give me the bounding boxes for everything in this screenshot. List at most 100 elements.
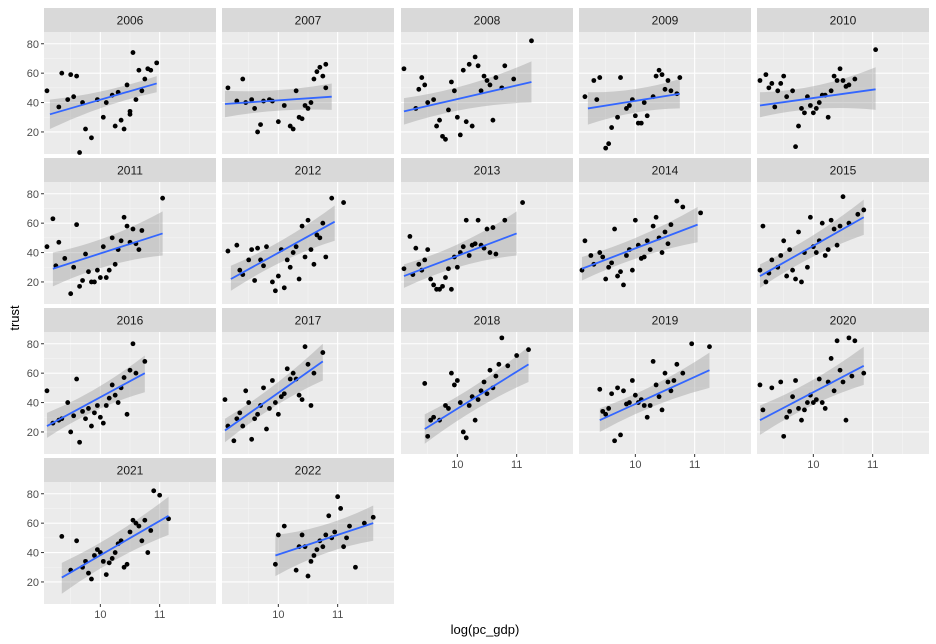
- data-point: [609, 391, 615, 397]
- data-point: [641, 254, 647, 260]
- facet-strip-label: 2017: [295, 314, 322, 328]
- data-point: [493, 251, 499, 257]
- data-point: [320, 350, 326, 355]
- data-point: [77, 283, 82, 289]
- data-point: [94, 267, 100, 273]
- data-point: [496, 361, 502, 367]
- data-point: [416, 86, 422, 92]
- data-point: [83, 126, 88, 132]
- data-point: [490, 225, 496, 230]
- data-point: [490, 117, 496, 123]
- data-point: [526, 347, 531, 353]
- data-point: [299, 397, 305, 403]
- data-point: [124, 223, 130, 229]
- data-point: [431, 414, 437, 420]
- data-point: [314, 547, 320, 553]
- data-point: [807, 214, 813, 220]
- data-point: [308, 247, 314, 253]
- data-point: [813, 250, 819, 255]
- data-point: [629, 378, 635, 383]
- regression-line: [403, 81, 532, 113]
- data-point: [225, 85, 231, 91]
- data-point: [109, 382, 115, 388]
- data-point: [475, 217, 481, 223]
- data-point: [650, 358, 656, 364]
- data-point: [305, 106, 311, 111]
- data-point: [484, 226, 490, 232]
- data-point: [825, 247, 831, 253]
- y-tick-label: 40: [27, 248, 39, 260]
- data-point: [627, 400, 632, 405]
- data-point: [641, 403, 647, 408]
- data-point: [86, 406, 91, 411]
- data-point: [127, 108, 133, 114]
- data-point: [401, 266, 407, 272]
- data-point: [317, 235, 323, 241]
- data-point: [264, 426, 269, 432]
- facet-panel-2019: 2019 10 11: [579, 308, 751, 471]
- data-point: [425, 247, 431, 253]
- data-point: [419, 75, 425, 80]
- x-tick-label: 10: [629, 459, 641, 471]
- data-point: [326, 513, 332, 519]
- data-point: [446, 266, 451, 272]
- data-point: [308, 558, 314, 564]
- data-point: [320, 220, 326, 226]
- data-point: [698, 210, 703, 216]
- data-point: [77, 150, 82, 155]
- data-point: [597, 250, 603, 255]
- data-point: [514, 353, 520, 358]
- data-point: [846, 335, 852, 341]
- data-point: [83, 251, 88, 257]
- data-point: [139, 88, 145, 94]
- data-point: [261, 263, 266, 269]
- data-point: [293, 244, 299, 250]
- regression-line: [52, 232, 163, 270]
- data-point: [249, 247, 255, 253]
- data-point: [142, 358, 148, 364]
- y-tick-label: 40: [27, 398, 39, 410]
- data-point: [267, 406, 272, 411]
- data-point: [80, 278, 85, 283]
- data-point: [627, 103, 632, 108]
- regression-line: [403, 232, 517, 277]
- data-point: [760, 407, 766, 413]
- facet-panel-2021: 2021 20 40 60 80 10 11: [27, 458, 216, 621]
- data-point: [287, 376, 293, 382]
- data-point: [591, 78, 597, 83]
- data-point: [659, 72, 665, 78]
- data-point: [323, 85, 329, 91]
- data-point: [443, 403, 448, 408]
- facet-panel-2007: 2007: [222, 8, 394, 154]
- data-point: [478, 388, 484, 394]
- data-point: [454, 114, 460, 120]
- data-point: [487, 250, 493, 255]
- data-point: [130, 50, 136, 55]
- data-point: [275, 411, 281, 417]
- data-point: [861, 207, 867, 213]
- data-point: [115, 400, 121, 405]
- data-point: [849, 373, 855, 379]
- data-point: [790, 394, 795, 400]
- regression-line: [424, 363, 529, 430]
- data-point: [133, 520, 139, 526]
- facet-panel-2020: 2020 10 11: [757, 308, 929, 471]
- data-point: [270, 378, 275, 383]
- data-point: [133, 97, 139, 103]
- data-point: [249, 97, 255, 103]
- data-point: [97, 414, 103, 420]
- data-point: [103, 100, 109, 105]
- data-point: [71, 264, 77, 270]
- data-point: [466, 253, 472, 258]
- data-point: [109, 556, 115, 561]
- regression-line: [759, 88, 876, 107]
- data-point: [840, 379, 846, 385]
- data-point: [810, 110, 816, 116]
- confidence-ribbon: [275, 505, 374, 577]
- data-point: [822, 253, 828, 258]
- data-point: [449, 370, 454, 376]
- data-point: [449, 79, 454, 85]
- facet-panel-2011: 2011 20 40 60 80: [27, 158, 216, 304]
